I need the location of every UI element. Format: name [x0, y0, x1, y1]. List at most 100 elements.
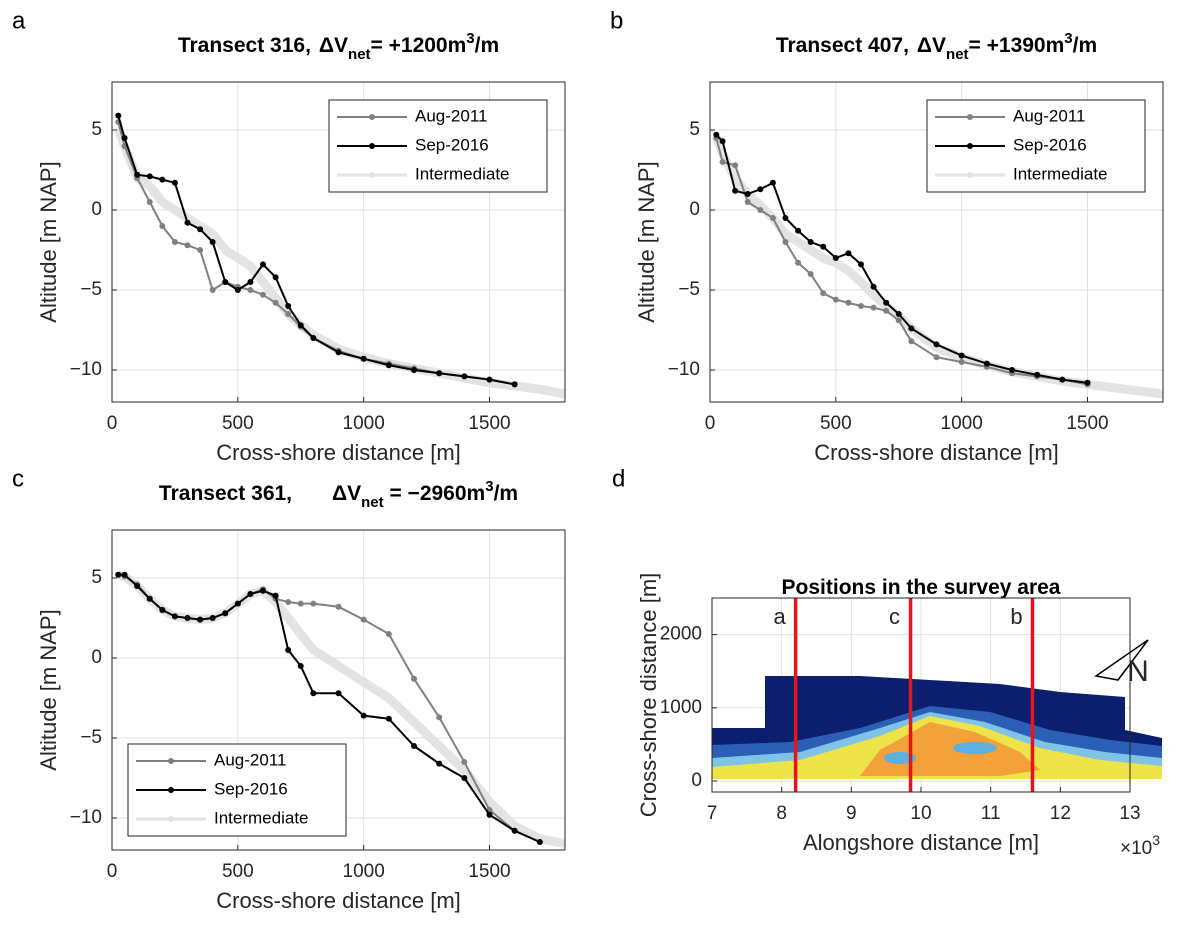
- y-tick-label: −5: [678, 279, 700, 300]
- title-unit: /m: [1073, 34, 1098, 57]
- series-marker: [908, 338, 915, 345]
- x-axis-label: Cross-shore distance [m]: [216, 888, 461, 913]
- title-superscript: 3: [466, 30, 474, 47]
- series-marker: [297, 600, 304, 607]
- transect-label: b: [1010, 604, 1022, 629]
- series-marker: [159, 176, 166, 183]
- series-marker: [272, 299, 279, 306]
- series-marker: [184, 219, 191, 226]
- series-marker: [260, 291, 266, 298]
- y-tick-label: 5: [689, 119, 700, 140]
- series-marker: [385, 362, 392, 369]
- series-marker: [845, 299, 852, 306]
- series-marker: [744, 191, 751, 197]
- y-axis-label: Altitude [m NAP]: [634, 161, 659, 322]
- legend-marker: [168, 758, 174, 764]
- series-marker: [795, 227, 802, 234]
- series-marker: [285, 599, 292, 605]
- y-tick-label: 5: [91, 119, 102, 140]
- series-marker: [159, 607, 166, 613]
- panel-label: a: [12, 7, 26, 34]
- panel-label: b: [610, 7, 623, 34]
- plot-frame: [111, 81, 566, 403]
- x-tick-label: 1500: [1066, 413, 1108, 434]
- series-marker: [511, 381, 518, 388]
- series-marker: [247, 279, 254, 285]
- series-marker: [260, 261, 266, 268]
- series-marker: [184, 242, 191, 249]
- y-tick-label: 1000: [660, 697, 702, 718]
- series-marker: [234, 600, 241, 607]
- series-marker: [883, 299, 890, 306]
- x-tick-label: 1500: [468, 413, 510, 434]
- chart-title: Transect 407, ΔVnet= +1390m3/m: [776, 30, 1097, 63]
- title-value: = +1200m: [371, 34, 467, 57]
- y-tick-label: 0: [689, 199, 700, 220]
- x-axis-label: Alongshore distance [m]: [803, 830, 1039, 855]
- series-marker: [832, 296, 839, 303]
- survey-heatmap: [712, 676, 1162, 779]
- x-tick-label: 9: [846, 803, 857, 824]
- series-marker: [1059, 376, 1066, 383]
- series-marker: [385, 631, 392, 637]
- y-tick-label: 0: [691, 770, 702, 791]
- series-marker: [385, 715, 392, 722]
- series-marker: [184, 615, 191, 621]
- series-marker: [247, 591, 254, 597]
- series-marker: [335, 690, 342, 697]
- series-marker: [121, 571, 128, 578]
- series-marker: [360, 712, 367, 719]
- series-marker: [870, 283, 877, 290]
- title-delta: ΔV: [917, 34, 946, 57]
- title-subscript: net: [361, 494, 384, 511]
- series-marker: [411, 743, 417, 749]
- pond: [953, 742, 997, 754]
- series-marker: [121, 135, 128, 141]
- series-marker: [285, 303, 292, 309]
- series-marker: [895, 311, 902, 317]
- series-marker: [807, 239, 814, 245]
- transect-label: c: [889, 604, 900, 629]
- series-marker: [360, 616, 367, 623]
- series-marker: [360, 355, 367, 362]
- x-tick-label: 1000: [941, 413, 983, 434]
- series-marker: [234, 287, 241, 293]
- legend-label: Aug-2011: [415, 106, 487, 125]
- panel-label: d: [612, 465, 625, 492]
- legend-marker: [967, 114, 973, 120]
- series-marker: [115, 112, 122, 119]
- x-axis-label: Cross-shore distance [m]: [814, 440, 1059, 465]
- series-marker: [933, 354, 940, 361]
- series-marker: [757, 207, 764, 213]
- series-marker: [983, 360, 990, 367]
- series-marker: [858, 261, 864, 268]
- series-marker: [146, 595, 153, 602]
- multiplier-exp: 3: [1152, 832, 1160, 848]
- x-tick-label: 0: [107, 413, 118, 434]
- series-marker: [436, 714, 443, 721]
- legend-label: Sep-2016: [214, 779, 288, 798]
- y-tick-label: −5: [80, 727, 102, 748]
- series-marker: [209, 239, 216, 245]
- title-text: Transect 316,: [178, 34, 311, 57]
- series-marker: [134, 171, 141, 178]
- series-marker: [807, 271, 814, 277]
- series-marker: [958, 359, 965, 365]
- x-tick-label: 10: [910, 803, 931, 824]
- series-marker: [461, 775, 468, 781]
- x-tick-label: 0: [107, 861, 118, 882]
- series-marker: [436, 760, 443, 767]
- x-tick-label: 500: [222, 413, 254, 434]
- series-line: [114, 128, 566, 399]
- x-tick-label: 0: [705, 413, 716, 434]
- title-value: = +1390m: [969, 34, 1065, 57]
- series-marker: [769, 215, 776, 221]
- series-marker: [146, 199, 153, 205]
- chart-title: Positions in the survey area: [782, 576, 1061, 599]
- series-marker: [933, 341, 940, 348]
- x-tick-label: 12: [1050, 803, 1071, 824]
- series-marker: [1009, 367, 1015, 373]
- series-marker: [285, 647, 292, 653]
- legend-marker: [168, 816, 174, 822]
